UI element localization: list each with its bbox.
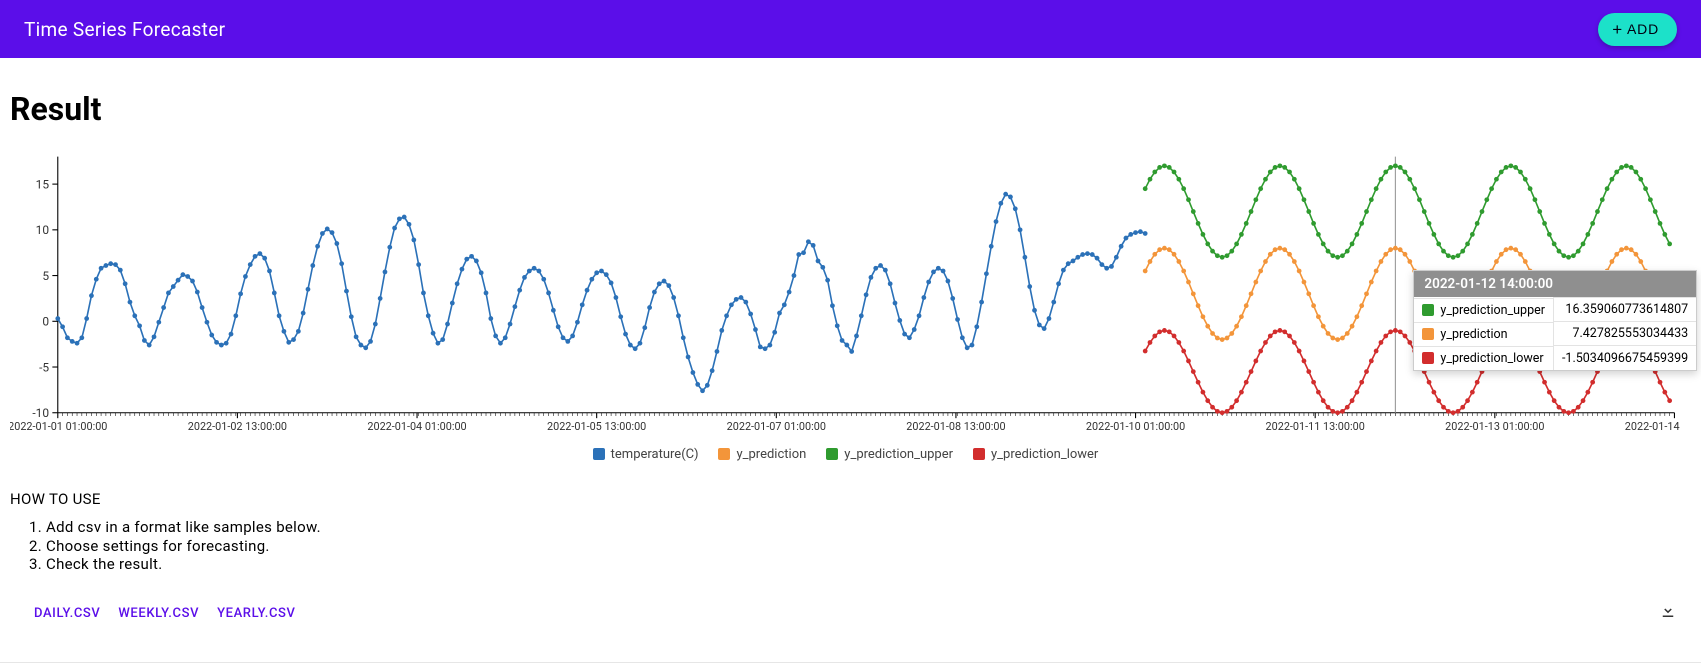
svg-text:2022-01-01 01:00:00: 2022-01-01 01:00:00 (10, 420, 107, 433)
legend-label: temperature(C) (611, 447, 699, 462)
legend-swatch (826, 448, 838, 460)
app-title: Time Series Forecaster (24, 18, 225, 41)
tooltip-row-value: -1.5034096675459399 (1553, 346, 1696, 370)
legend-swatch (973, 448, 985, 460)
app-header: Time Series Forecaster + ADD (0, 0, 1701, 58)
howto-title: HOW TO USE (10, 490, 1691, 508)
svg-text:5: 5 (42, 269, 49, 283)
svg-text:2022-01-05 13:00:00: 2022-01-05 13:00:00 (547, 420, 646, 433)
plus-icon: + (1612, 21, 1623, 38)
legend-swatch (718, 448, 730, 460)
svg-text:-5: -5 (39, 360, 49, 374)
svg-text:2022-01-10 01:00:00: 2022-01-10 01:00:00 (1086, 420, 1185, 433)
csv-link[interactable]: DAILY.CSV (34, 606, 100, 621)
svg-text:-10: -10 (32, 406, 49, 420)
tooltip-row-label: y_prediction_lower (1414, 346, 1553, 370)
main-content: Result -10 -5 0 5 10 15 2022-01-01 01:00:00 202… (0, 58, 1701, 644)
howto-step: Add csv in a format like samples below. (46, 518, 1691, 537)
svg-text:2022-01-13 01:00:00: 2022-01-13 01:00:00 (1445, 420, 1544, 433)
add-button[interactable]: + ADD (1598, 13, 1677, 46)
tooltip-title: 2022-01-12 14:00:00 (1414, 271, 1696, 297)
legend-item[interactable]: y_prediction (718, 447, 806, 462)
legend-item[interactable]: y_prediction_upper (826, 447, 953, 462)
tooltip-row-label: y_prediction (1414, 322, 1553, 346)
svg-text:2022-01-11 13:00:00: 2022-01-11 13:00:00 (1266, 420, 1365, 433)
svg-text:15: 15 (36, 177, 50, 191)
svg-text:2022-01-04 01:00:00: 2022-01-04 01:00:00 (367, 420, 466, 433)
download-icon[interactable] (1659, 602, 1677, 624)
howto-step: Choose settings for forecasting. (46, 537, 1691, 556)
csv-link[interactable]: WEEKLY.CSV (118, 606, 199, 621)
tooltip-swatch (1422, 352, 1434, 364)
svg-text:2022-01-07 01:00:00: 2022-01-07 01:00:00 (727, 420, 826, 433)
svg-text:2022-01-02 13:00:00: 2022-01-02 13:00:00 (188, 420, 287, 433)
legend-label: y_prediction (736, 447, 806, 462)
howto-step: Check the result. (46, 555, 1691, 574)
legend-swatch (593, 448, 605, 460)
legend-item[interactable]: temperature(C) (593, 447, 699, 462)
chart-legend: temperature(C) y_prediction y_prediction_u… (10, 447, 1681, 462)
tooltip-swatch (1422, 304, 1434, 316)
chart-container[interactable]: -10 -5 0 5 10 15 2022-01-01 01:00:00 2022-01-02… (10, 148, 1691, 462)
add-button-label: ADD (1627, 21, 1659, 37)
tooltip-row-label: y_prediction_upper (1414, 298, 1553, 322)
csv-link[interactable]: YEARLY.CSV (217, 606, 295, 621)
tooltip-row-value: 7.427825553034433 (1553, 322, 1696, 346)
svg-text:2022-01-14 13:00:00: 2022-01-14 13:00:00 (1625, 420, 1681, 433)
result-title: Result (10, 90, 1691, 128)
legend-label: y_prediction_lower (991, 447, 1098, 462)
chart-tooltip: 2022-01-12 14:00:00y_prediction_upper16.… (1413, 270, 1697, 371)
legend-label: y_prediction_upper (844, 447, 953, 462)
svg-text:2022-01-08 13:00:00: 2022-01-08 13:00:00 (906, 420, 1005, 433)
divider (0, 662, 1701, 663)
svg-text:0: 0 (42, 315, 49, 329)
legend-item[interactable]: y_prediction_lower (973, 447, 1098, 462)
tooltip-row-value: 16.359060773614807 (1553, 298, 1696, 322)
csv-links: DAILY.CSV WEEKLY.CSV YEARLY.CSV (10, 606, 296, 621)
tooltip-swatch (1422, 328, 1434, 340)
svg-text:10: 10 (36, 223, 50, 237)
howto-steps: Add csv in a format like samples below.C… (46, 518, 1691, 574)
